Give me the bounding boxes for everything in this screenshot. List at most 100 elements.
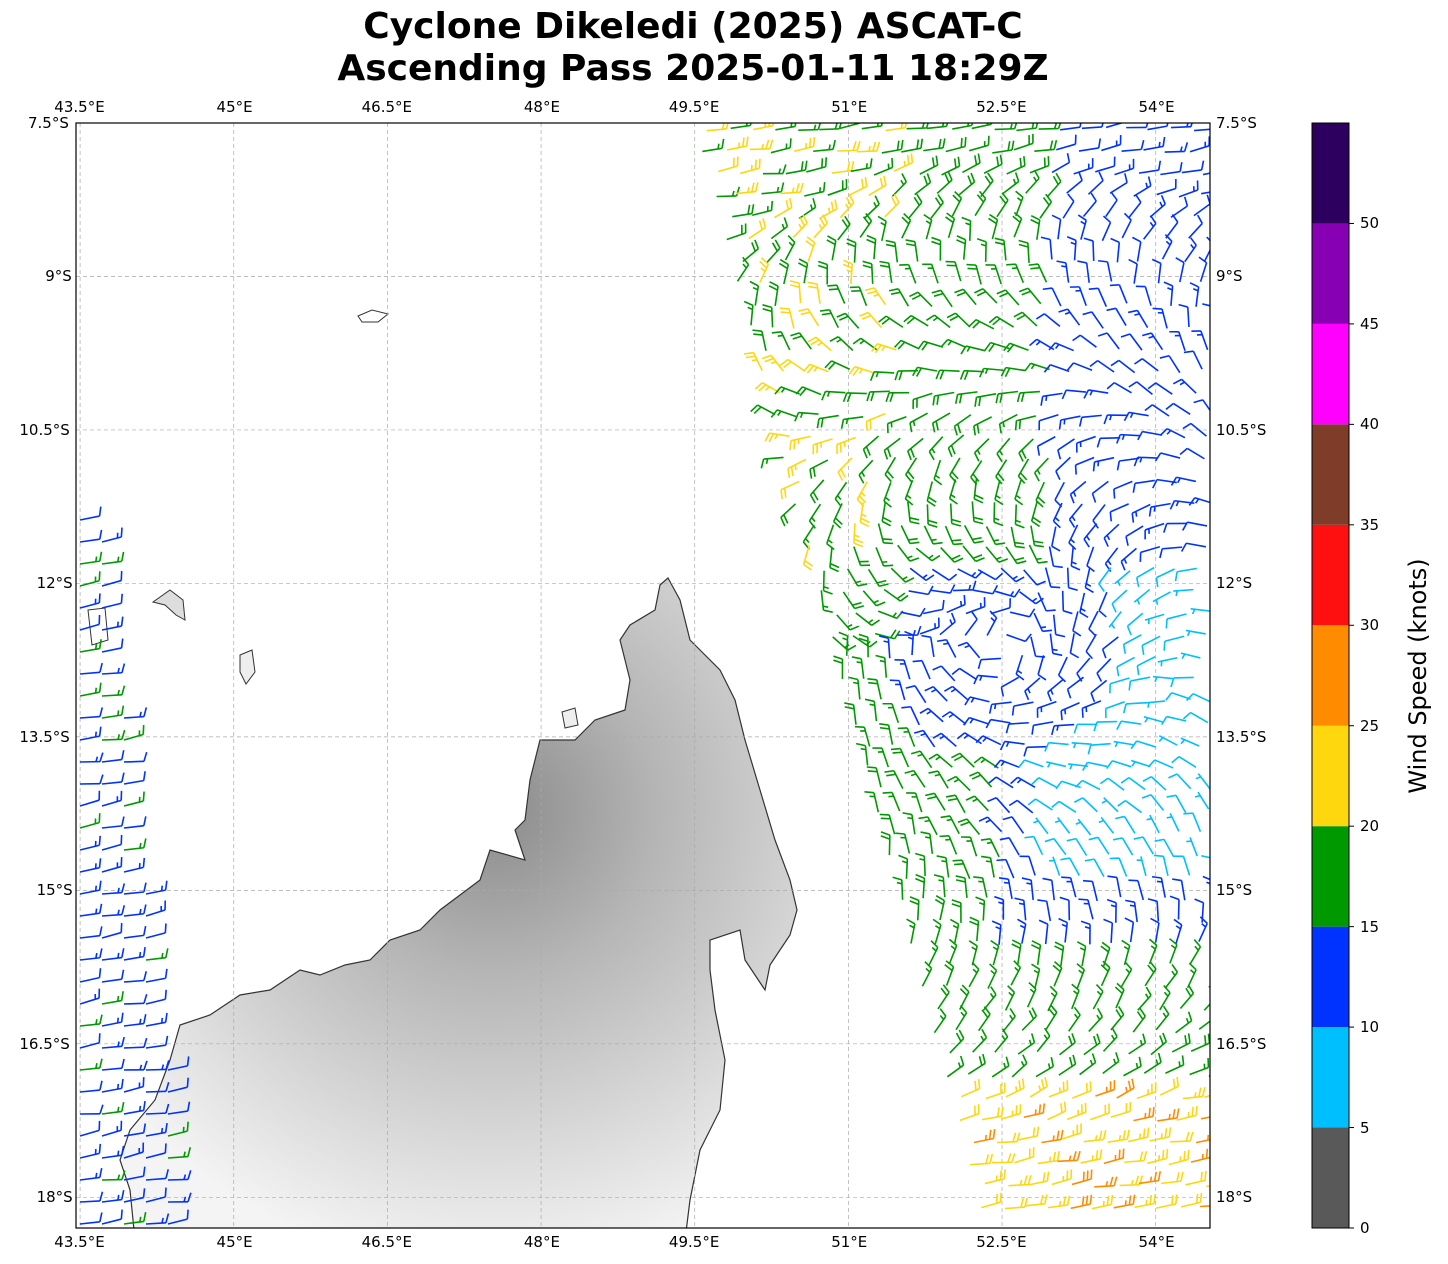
- wind-barb: [1002, 816, 1025, 834]
- wind-barb: [1170, 1131, 1194, 1143]
- wind-barb: [1027, 1171, 1050, 1186]
- wind-barb: [1163, 522, 1187, 533]
- wind-barb: [1208, 985, 1210, 988]
- wind-barb: [1031, 777, 1057, 788]
- wind-barb: [1100, 941, 1111, 968]
- wind-barb: [1086, 546, 1095, 573]
- wind-barb: [1052, 961, 1063, 987]
- wind-barb: [764, 432, 790, 443]
- wind-barb: [968, 961, 980, 988]
- wind-barb: [1184, 237, 1197, 263]
- wind-barb: [914, 852, 926, 877]
- wind-barb: [123, 925, 147, 939]
- wind-barb: [1056, 134, 1077, 151]
- wind-barb: [1077, 214, 1087, 240]
- wind-barb: [1191, 330, 1209, 351]
- wind-barb: [167, 1192, 192, 1203]
- wind-barb: [1061, 389, 1087, 400]
- lat-tick-label-right: 18°S: [1216, 1188, 1253, 1207]
- wind-barb: [1182, 1087, 1206, 1100]
- wind-barb: [985, 1082, 1006, 1100]
- wind-barb: [842, 392, 867, 403]
- wind-barb: [975, 735, 1002, 746]
- wind-barb: [1088, 836, 1110, 855]
- wind-barb: [816, 414, 839, 429]
- lat-tick-label-left: 16.5°S: [19, 1034, 70, 1053]
- wind-barb: [1042, 287, 1062, 307]
- wind-barb: [1023, 1103, 1046, 1119]
- wind-barb: [994, 1028, 1009, 1053]
- wind-barb: [836, 614, 860, 631]
- wind-barb: [702, 138, 725, 153]
- wind-barb: [1131, 759, 1151, 768]
- map-frame: [75, 122, 1211, 1229]
- wind-barb: [79, 988, 101, 1005]
- wind-barb: [1070, 1194, 1093, 1210]
- wind-barb: [1033, 612, 1053, 633]
- wind-barb: [994, 237, 1007, 261]
- wind-barb: [1068, 503, 1083, 528]
- wind-barb: [1156, 178, 1177, 196]
- wind-barb: [960, 836, 978, 857]
- wind-barb: [964, 696, 990, 706]
- wind-barb: [868, 175, 887, 197]
- wind-barb: [79, 707, 104, 719]
- wind-barb: [866, 390, 890, 402]
- wind-barb: [1018, 759, 1044, 768]
- colorbar-tick-label: 20: [1360, 817, 1380, 836]
- wind-barb: [726, 136, 749, 151]
- wind-barb: [770, 138, 792, 154]
- wind-barb: [904, 479, 914, 506]
- wind-barb: [963, 525, 984, 544]
- wind-barb: [862, 435, 880, 459]
- wind-barb: [101, 857, 123, 873]
- wind-barb: [836, 436, 856, 454]
- wind-barb: [79, 948, 103, 961]
- wind-barb: [1208, 1075, 1210, 1078]
- wind-barb: [928, 753, 953, 768]
- wind-barb: [1058, 415, 1081, 430]
- wind-barb: [829, 336, 854, 351]
- wind-barb: [912, 392, 933, 409]
- wind-barb: [1109, 677, 1130, 694]
- wind-barb: [1122, 634, 1142, 654]
- lon-tick-label-top: 52.5°E: [976, 98, 1027, 116]
- colorbar-segment: [1312, 1127, 1349, 1228]
- wind-barb: [123, 838, 147, 851]
- wind-barb: [1126, 123, 1149, 129]
- wind-barb: [1055, 780, 1081, 790]
- wind-barb: [846, 568, 868, 587]
- wind-barb: [966, 263, 982, 285]
- wind-barb: [1138, 1171, 1162, 1185]
- wind-barb: [809, 459, 829, 479]
- wind-barb: [145, 923, 167, 939]
- wind-barb: [780, 182, 804, 195]
- wind-barb: [902, 812, 916, 835]
- wind-barb: [986, 610, 998, 636]
- wind-barb: [1149, 195, 1166, 218]
- wind-barb: [1031, 940, 1042, 965]
- wind-barb: [1109, 503, 1129, 522]
- wind-barb: [1005, 721, 1029, 734]
- wind-barb: [928, 940, 939, 966]
- wind-barb: [1194, 791, 1210, 810]
- wind-barb: [875, 547, 894, 567]
- wind-barb: [1110, 1006, 1125, 1031]
- wind-barb: [890, 747, 910, 768]
- wind-barb: [806, 157, 828, 173]
- wind-barb: [1033, 817, 1049, 835]
- wind-barb: [1143, 1052, 1162, 1074]
- wind-barb: [1091, 480, 1109, 503]
- wind-barb: [960, 345, 986, 355]
- wind-barb: [872, 747, 890, 768]
- wind-barb: [1092, 983, 1104, 1010]
- wind-barb: [1011, 939, 1022, 965]
- wind-barb: [865, 412, 886, 431]
- wind-barb: [999, 837, 1020, 856]
- wind-barb: [1136, 656, 1156, 676]
- lat-tick-label-left: 9°S: [45, 267, 72, 286]
- wind-barb: [988, 213, 999, 240]
- wind-barb: [1159, 427, 1186, 439]
- wind-barb: [1021, 1007, 1038, 1031]
- wind-barb: [908, 193, 923, 219]
